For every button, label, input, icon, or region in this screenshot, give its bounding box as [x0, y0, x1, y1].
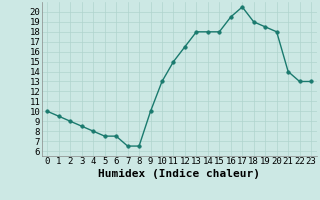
X-axis label: Humidex (Indice chaleur): Humidex (Indice chaleur)	[98, 169, 260, 179]
